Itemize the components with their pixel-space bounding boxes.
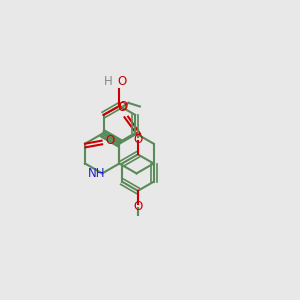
Text: O: O (105, 134, 114, 147)
Text: H: H (104, 75, 113, 88)
Text: O: O (133, 200, 142, 213)
Text: NH: NH (88, 167, 106, 179)
Text: O: O (117, 101, 126, 114)
Text: O: O (118, 75, 127, 88)
Text: O: O (133, 133, 142, 146)
Text: O: O (118, 100, 128, 113)
